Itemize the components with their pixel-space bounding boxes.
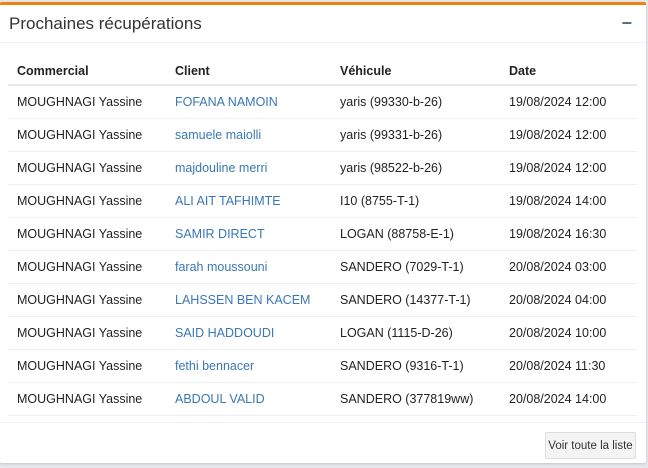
table-row: MOUGHNAGI Yassine majdouline merri yaris (… xyxy=(8,151,637,185)
table-row: MOUGHNAGI Yassine FOFANA NAMOIN yaris (993… xyxy=(8,85,637,119)
commercial-cell: MOUGHNAGI Yassine xyxy=(8,118,166,152)
commercial-cell: MOUGHNAGI Yassine xyxy=(8,349,166,383)
date-cell: 19/08/2024 12:00 xyxy=(500,118,637,152)
table-row: MOUGHNAGI Yassine SAID HADDOUDI LOGAN (111… xyxy=(8,316,637,350)
client-link[interactable]: ABDOUL VALID xyxy=(175,391,265,406)
client-cell: ALI AIT TAFHIMTE xyxy=(166,184,331,218)
client-link[interactable]: SAID HADDOUDI xyxy=(175,325,275,340)
commercial-cell: MOUGHNAGI Yassine xyxy=(8,382,166,416)
table-row: MOUGHNAGI Yassine fethi bennacer SANDERO (… xyxy=(8,349,637,383)
date-cell: 20/08/2024 04:00 xyxy=(500,283,637,317)
panel-footer: Voir toute la liste xyxy=(0,422,646,466)
client-link[interactable]: LAHSSEN BEN KACEM xyxy=(175,292,311,307)
vehicle-cell: SANDERO (9316-T-1) xyxy=(331,349,500,383)
commercial-cell: MOUGHNAGI Yassine xyxy=(8,85,166,119)
header-date: Date xyxy=(500,57,637,86)
commercial-cell: MOUGHNAGI Yassine xyxy=(8,316,166,350)
panel-header: Prochaines récupérations − xyxy=(0,5,646,43)
client-cell: fethi bennacer xyxy=(166,349,331,383)
vehicle-cell: I10 (8755-T-1) xyxy=(331,184,500,218)
commercial-cell: MOUGHNAGI Yassine xyxy=(8,217,166,251)
view-all-button[interactable]: Voir toute la liste xyxy=(545,432,636,459)
panel-title: Prochaines récupérations xyxy=(9,14,202,33)
table-row: MOUGHNAGI Yassine ALI AIT TAFHIMTE I10 (87… xyxy=(8,184,637,218)
client-cell: SAID HADDOUDI xyxy=(166,316,331,350)
vehicle-cell: yaris (98522-b-26) xyxy=(331,151,500,185)
date-cell: 19/08/2024 12:00 xyxy=(500,151,637,185)
table-row: MOUGHNAGI Yassine samuele maiolli yaris (9… xyxy=(8,118,637,152)
client-link[interactable]: FOFANA NAMOIN xyxy=(175,94,278,109)
date-cell: 19/08/2024 16:30 xyxy=(500,217,637,251)
header-vehicule: Véhicule xyxy=(331,57,500,86)
client-cell: majdouline merri xyxy=(166,151,331,185)
commercial-cell: MOUGHNAGI Yassine xyxy=(8,250,166,284)
date-cell: 20/08/2024 14:00 xyxy=(500,382,637,416)
header-client: Client xyxy=(166,57,331,86)
vehicle-cell: LOGAN (88758-E-1) xyxy=(331,217,500,251)
table-row: MOUGHNAGI Yassine farah moussouni SANDERO … xyxy=(8,250,637,284)
date-cell: 20/08/2024 03:00 xyxy=(500,250,637,284)
date-cell: 19/08/2024 14:00 xyxy=(500,184,637,218)
recoveries-table: Commercial Client Véhicule Date MOUGHNAG… xyxy=(8,57,637,416)
client-link[interactable]: samuele maiolli xyxy=(175,127,262,142)
client-cell: ABDOUL VALID xyxy=(166,382,331,416)
client-link[interactable]: fethi bennacer xyxy=(175,358,255,373)
vehicle-cell: SANDERO (7029-T-1) xyxy=(331,250,500,284)
minus-icon[interactable]: − xyxy=(621,13,632,33)
table-row: MOUGHNAGI Yassine LAHSSEN BEN KACEM SANDER… xyxy=(8,283,637,317)
date-cell: 20/08/2024 11:30 xyxy=(500,349,637,383)
commercial-cell: MOUGHNAGI Yassine xyxy=(8,151,166,185)
commercial-cell: MOUGHNAGI Yassine xyxy=(8,184,166,218)
table-row: MOUGHNAGI Yassine SAMIR DIRECT LOGAN (8875… xyxy=(8,217,637,251)
client-cell: farah moussouni xyxy=(166,250,331,284)
vehicle-cell: LOGAN (1115-D-26) xyxy=(331,316,500,350)
client-cell: SAMIR DIRECT xyxy=(166,217,331,251)
vehicle-cell: SANDERO (14377-T-1) xyxy=(331,283,500,317)
client-link[interactable]: farah moussouni xyxy=(175,259,268,274)
commercial-cell: MOUGHNAGI Yassine xyxy=(8,283,166,317)
client-link[interactable]: SAMIR DIRECT xyxy=(175,226,265,241)
date-cell: 20/08/2024 10:00 xyxy=(500,316,637,350)
client-cell: FOFANA NAMOIN xyxy=(166,85,331,119)
vehicle-cell: yaris (99330-b-26) xyxy=(331,85,500,119)
date-cell: 19/08/2024 12:00 xyxy=(500,85,637,119)
client-link[interactable]: majdouline merri xyxy=(175,160,268,175)
client-cell: LAHSSEN BEN KACEM xyxy=(166,283,331,317)
client-cell: samuele maiolli xyxy=(166,118,331,152)
header-commercial: Commercial xyxy=(8,57,166,86)
table-row: MOUGHNAGI Yassine ABDOUL VALID SANDERO (37… xyxy=(8,382,637,416)
vehicle-cell: yaris (99331-b-26) xyxy=(331,118,500,152)
vehicle-cell: SANDERO (377819ww) xyxy=(331,382,500,416)
client-link[interactable]: ALI AIT TAFHIMTE xyxy=(175,193,281,208)
